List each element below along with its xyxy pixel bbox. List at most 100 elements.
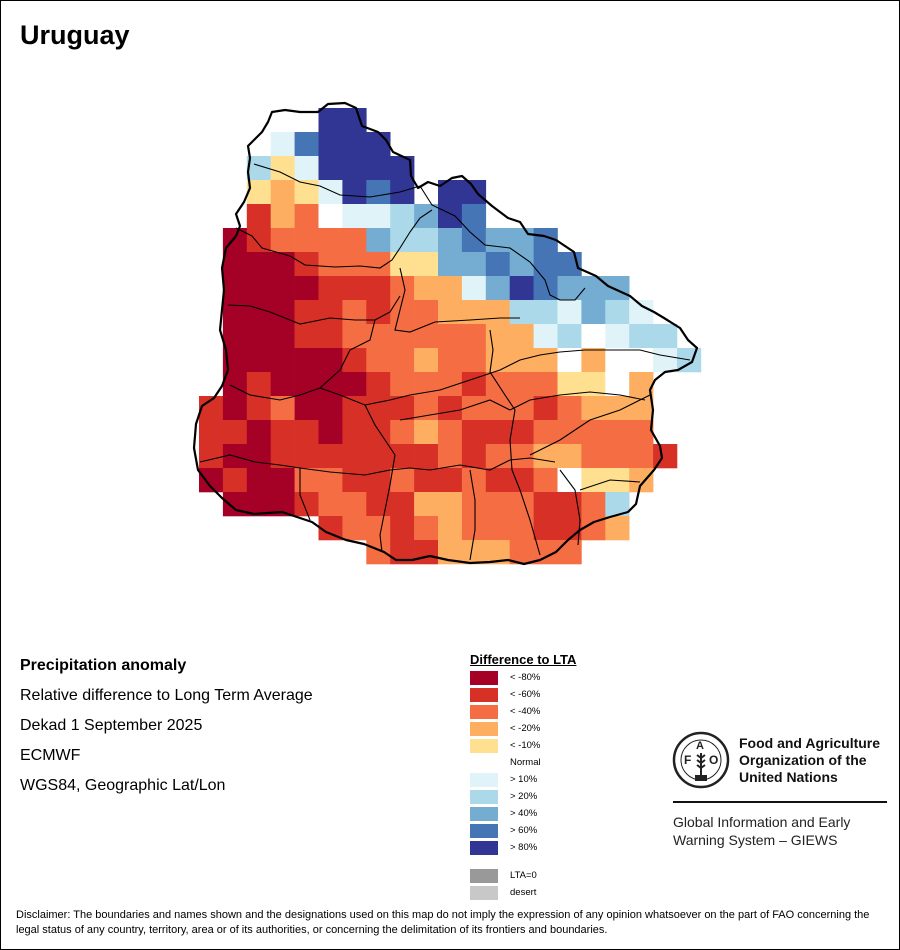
anomaly-cell — [366, 324, 391, 349]
anomaly-cell — [366, 180, 391, 205]
anomaly-cell — [533, 468, 558, 493]
legend-label: < -40% — [510, 706, 541, 717]
legend-label: > 60% — [510, 825, 538, 836]
fao-name-line: Organization of the — [739, 752, 867, 768]
anomaly-cell — [533, 252, 558, 277]
anomaly-cell — [246, 444, 271, 469]
anomaly-cell — [509, 540, 534, 565]
anomaly-cell — [270, 204, 295, 229]
anomaly-cell — [390, 252, 415, 277]
anomaly-cell — [246, 348, 271, 373]
legend-label: desert — [510, 887, 537, 898]
fao-name: Food and Agriculture Organization of the… — [739, 735, 880, 786]
anomaly-cell — [342, 204, 367, 229]
anomaly-cell — [342, 396, 367, 421]
disclaimer: Disclaimer: The boundaries and names sho… — [16, 909, 870, 936]
anomaly-cell — [461, 540, 487, 565]
legend-item: < -40% — [470, 705, 610, 719]
anomaly-cell — [294, 156, 319, 181]
anomaly-map — [192, 101, 702, 566]
legend-item: LTA=0 — [470, 869, 610, 883]
anomaly-cell — [605, 324, 630, 349]
legend-label: LTA=0 — [510, 870, 537, 881]
anomaly-cell — [485, 252, 510, 277]
anomaly-cell — [438, 516, 463, 541]
info-period: Dekad 1 September 2025 — [20, 717, 203, 734]
legend-swatch — [470, 739, 498, 753]
anomaly-cell — [366, 492, 391, 517]
anomaly-cell — [438, 348, 463, 373]
anomaly-cell — [294, 276, 319, 301]
anomaly-cell — [557, 300, 582, 325]
anomaly-cell — [414, 204, 439, 229]
anomaly-cell — [581, 300, 606, 325]
anomaly-cell — [557, 492, 582, 517]
anomaly-cells — [199, 108, 702, 565]
anomaly-cell — [581, 348, 606, 373]
anomaly-cell — [390, 300, 415, 325]
anomaly-cell — [414, 516, 439, 541]
anomaly-cell — [366, 468, 391, 493]
anomaly-cell — [366, 420, 391, 445]
anomaly-cell — [222, 252, 248, 277]
anomaly-cell — [581, 396, 606, 421]
anomaly-cell — [605, 348, 630, 373]
anomaly-cell — [222, 396, 248, 421]
legend-item: > 10% — [470, 773, 610, 787]
anomaly-cell — [366, 396, 391, 421]
anomaly-cell — [414, 492, 439, 517]
anomaly-cell — [390, 444, 415, 469]
anomaly-cell — [533, 492, 558, 517]
giews-name: Global Information and Early Warning Sys… — [673, 813, 850, 849]
anomaly-cell — [438, 228, 463, 253]
legend-item: > 60% — [470, 824, 610, 838]
anomaly-cell — [605, 420, 630, 445]
anomaly-cell — [270, 420, 295, 445]
anomaly-cell — [390, 396, 415, 421]
legend-swatch — [470, 705, 498, 719]
info-source: ECMWF — [20, 747, 81, 764]
anomaly-cell — [533, 420, 558, 445]
anomaly-cell — [438, 444, 463, 469]
anomaly-cell — [605, 396, 630, 421]
anomaly-cell — [629, 420, 654, 445]
anomaly-cell — [485, 228, 510, 253]
anomaly-cell — [318, 372, 343, 397]
anomaly-cell — [390, 204, 415, 229]
anomaly-cell — [294, 348, 319, 373]
anomaly-cell — [509, 300, 534, 325]
anomaly-cell — [605, 372, 630, 397]
legend-label: < -20% — [510, 723, 541, 734]
anomaly-cell — [485, 468, 510, 493]
anomaly-cell — [366, 540, 391, 565]
anomaly-cell — [461, 204, 487, 229]
anomaly-cell — [485, 516, 510, 541]
anomaly-cell — [390, 420, 415, 445]
anomaly-cell — [533, 372, 558, 397]
anomaly-cell — [461, 252, 487, 277]
anomaly-cell — [222, 372, 248, 397]
anomaly-cell — [557, 396, 582, 421]
legend-swatch — [470, 824, 498, 838]
anomaly-cell — [390, 492, 415, 517]
legend-label: < -60% — [510, 689, 541, 700]
anomaly-cell — [509, 324, 534, 349]
anomaly-cell — [485, 276, 510, 301]
anomaly-cell — [342, 300, 367, 325]
anomaly-cell — [533, 516, 558, 541]
legend-item: Normal — [470, 756, 610, 770]
anomaly-cell — [270, 372, 295, 397]
anomaly-cell — [461, 276, 487, 301]
anomaly-cell — [366, 204, 391, 229]
country-boundary — [192, 101, 699, 566]
anomaly-cell — [342, 468, 367, 493]
anomaly-cell — [246, 252, 271, 277]
anomaly-cell — [246, 276, 271, 301]
legend-swatch — [470, 671, 498, 685]
anomaly-cell — [509, 468, 534, 493]
legend-label: > 80% — [510, 842, 538, 853]
anomaly-cell — [414, 444, 439, 469]
anomaly-cell — [390, 372, 415, 397]
anomaly-cell — [557, 516, 582, 541]
fao-logo-icon: F A O — [672, 731, 730, 789]
